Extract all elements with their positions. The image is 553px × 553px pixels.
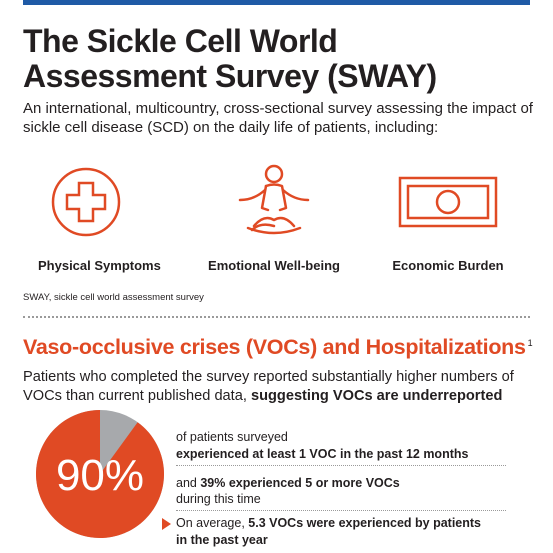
stat-1-line-2: experienced at least 1 VOC in the past 1… <box>176 446 506 466</box>
stat-2-line-1: and 39% experienced 5 or more VOCs <box>176 475 400 491</box>
stat-3-bold-2: in the past year <box>176 533 268 547</box>
section-title-text: Vaso-occlusive crises (VOCs) and Hospita… <box>23 335 526 359</box>
banknote-icon <box>398 176 498 228</box>
footnote: SWAY, sickle cell world assessment surve… <box>23 292 204 303</box>
stat-1-line-1: of patients surveyed <box>176 430 288 444</box>
voc-lead-text: Patients who completed the survey report… <box>23 368 538 406</box>
section-divider <box>23 316 530 318</box>
top-accent-bar <box>23 0 530 5</box>
impact-label-emotional: Emotional Well-being <box>208 258 340 273</box>
voc-lead-bold: suggesting VOCs are underreported <box>250 388 503 404</box>
stat-2-bold: 39% experienced 5 or more VOCs <box>200 476 400 490</box>
impact-label-physical: Physical Symptoms <box>38 258 161 273</box>
stat-3-line-2: in the past year <box>176 532 268 548</box>
meditation-icon <box>238 164 310 235</box>
stat-2-prefix: and <box>176 476 201 490</box>
page-title-line-1: The Sickle Cell World <box>23 23 338 59</box>
stat-3-arrow-icon <box>162 518 171 530</box>
stat-1-bold: experienced at least 1 VOC in the past 1… <box>176 446 506 466</box>
stat-3-bold-1: 5.3 VOCs were experienced by patients <box>248 516 482 530</box>
voc-lead-plain: Patients who completed the survey report… <box>23 369 514 404</box>
page-title-line-2: Assessment Survey (SWAY) <box>23 58 437 94</box>
pie-main-slice <box>36 410 164 538</box>
section-title-voc: Vaso-occlusive crises (VOCs) and Hospita… <box>23 335 533 360</box>
section-title-reference: 1 <box>527 338 533 348</box>
voc-pie-chart: 90% <box>36 410 164 538</box>
stat-3-line-1: On average, 5.3 VOCs were experienced by… <box>176 515 481 531</box>
intro-text: An international, multicountry, cross-se… <box>23 100 533 136</box>
stat-2-suffix: during this time <box>176 491 506 511</box>
stat-2-line-2: during this time <box>176 491 506 511</box>
impact-label-economic: Economic Burden <box>392 258 504 273</box>
page-title: The Sickle Cell World Assessment Survey … <box>23 24 437 94</box>
medical-cross-icon <box>51 167 121 237</box>
stat-3-prefix: On average, <box>176 516 249 530</box>
pie-value-label: 90% <box>56 451 144 500</box>
